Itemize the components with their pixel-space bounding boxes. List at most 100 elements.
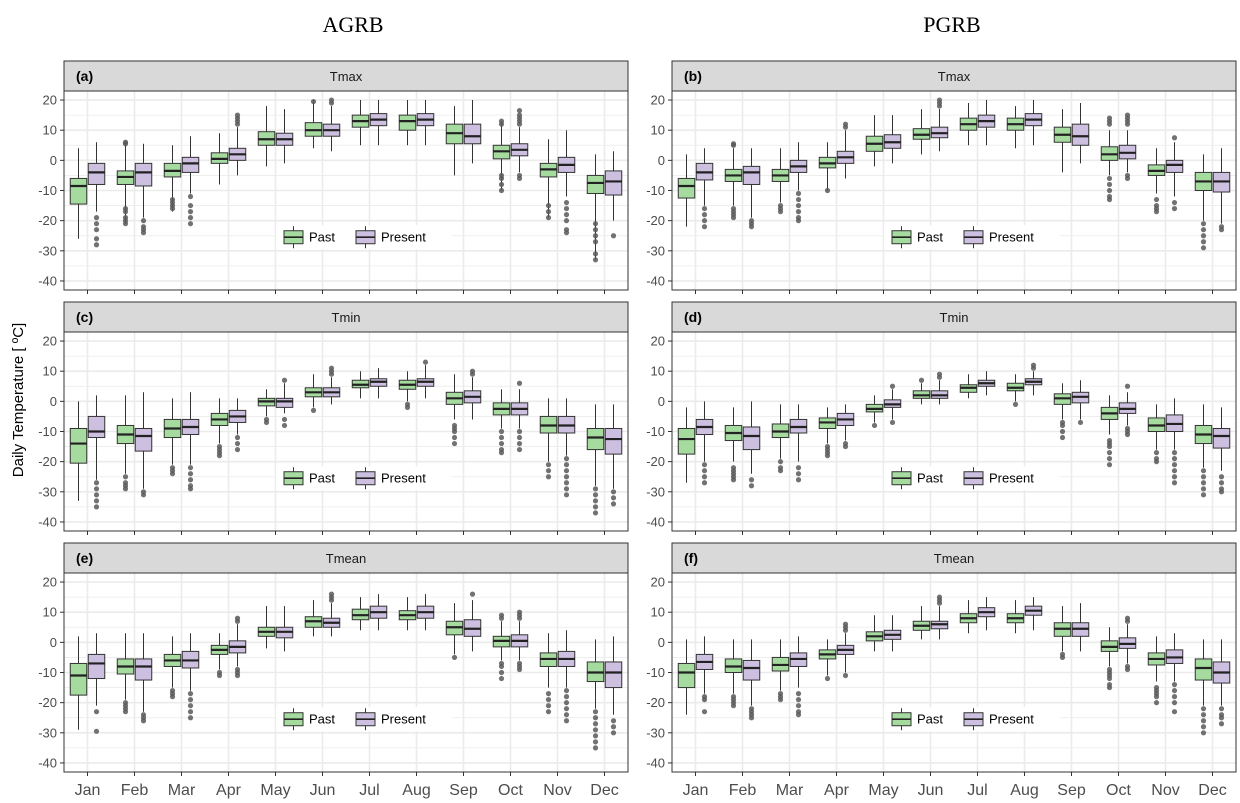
y-tick-label: -10 xyxy=(38,183,57,198)
y-tick-label: -20 xyxy=(646,454,665,469)
box-past-may xyxy=(257,106,276,167)
box-past-nov xyxy=(1147,404,1166,465)
y-tick-label: -10 xyxy=(38,665,57,680)
legend: Past Present xyxy=(276,707,452,732)
x-tick-label: Nov xyxy=(1151,782,1179,799)
box-past-jun xyxy=(912,109,931,155)
outlier-point xyxy=(1153,694,1160,700)
outlier-point xyxy=(795,196,802,203)
outlier-point xyxy=(1106,175,1113,182)
box-past-sep xyxy=(445,106,464,176)
legend-label-present: Present xyxy=(381,471,426,486)
box-body xyxy=(586,174,605,195)
y-tick-label: 10 xyxy=(651,605,665,620)
outlier-point xyxy=(498,675,505,682)
outlier-point xyxy=(469,591,476,597)
box-past-apr xyxy=(818,639,837,682)
y-axis-title: Daily Temperature [ ºC] xyxy=(10,323,27,477)
outlier-point xyxy=(842,443,849,450)
outlier-point xyxy=(1171,480,1178,486)
outlier-point xyxy=(498,118,505,124)
outlier-point xyxy=(516,175,523,182)
x-tick-label: Feb xyxy=(729,782,757,799)
y-tick-label: -40 xyxy=(38,514,57,529)
outlier-point xyxy=(140,218,147,224)
box-past-feb xyxy=(724,141,743,221)
box-present-apr xyxy=(228,398,247,453)
box-present-nov xyxy=(557,130,576,236)
outlier-point xyxy=(187,202,194,209)
facet-strip-label: Tmean xyxy=(326,551,366,566)
outlier-point xyxy=(1012,401,1019,407)
outlier-point xyxy=(936,97,943,103)
box-past-oct xyxy=(1100,627,1119,691)
outlier-point xyxy=(498,663,505,670)
outlier-point xyxy=(795,471,802,477)
outlier-point xyxy=(1200,718,1207,724)
box-past-jul xyxy=(351,100,370,146)
outlier-point xyxy=(795,477,802,483)
box-present-dec xyxy=(604,404,623,507)
outlier-point xyxy=(93,221,100,227)
outlier-point xyxy=(1200,730,1207,736)
box-body xyxy=(604,170,623,196)
outlier-point xyxy=(122,486,129,492)
outlier-point xyxy=(563,718,570,724)
outlier-point xyxy=(730,477,737,483)
outlier-point xyxy=(1106,684,1113,691)
box-present-jan xyxy=(87,633,106,734)
outlier-point xyxy=(545,474,552,480)
box-present-aug xyxy=(416,100,435,146)
outlier-point xyxy=(563,687,570,694)
box-present-feb xyxy=(134,633,153,724)
outlier-point xyxy=(795,703,802,709)
box-past-mar xyxy=(771,639,790,703)
legend-label-past: Past xyxy=(917,471,943,486)
outlier-point xyxy=(1200,486,1207,492)
outlier-point xyxy=(93,486,100,492)
outlier-point xyxy=(1153,196,1160,203)
outlier-point xyxy=(281,416,288,423)
outlier-point xyxy=(701,212,708,218)
outlier-point xyxy=(592,739,599,745)
outlier-point xyxy=(1059,428,1066,435)
box-body xyxy=(87,415,106,439)
outlier-point xyxy=(122,139,129,145)
y-tick-label: -40 xyxy=(646,755,665,770)
outlier-point xyxy=(1030,362,1037,368)
outlier-point xyxy=(610,718,617,724)
facet-strip-label: Tmin xyxy=(940,310,969,325)
outlier-point xyxy=(1171,205,1178,212)
outlier-point xyxy=(563,199,570,206)
outlier-point xyxy=(451,434,458,441)
outlier-point xyxy=(1106,196,1113,203)
panel-border xyxy=(63,90,629,291)
outlier-point xyxy=(777,459,784,465)
outlier-point xyxy=(498,181,505,188)
box-past-nov xyxy=(539,398,558,480)
legend-label-past: Past xyxy=(309,471,335,486)
outlier-point xyxy=(281,377,288,383)
outlier-point xyxy=(563,205,570,212)
outlier-point xyxy=(1218,489,1225,495)
outlier-point xyxy=(592,727,599,733)
outlier-point xyxy=(701,697,708,703)
box-past-feb xyxy=(724,407,743,483)
y-tick-label: -40 xyxy=(646,514,665,529)
box-present-feb xyxy=(134,392,153,498)
outlier-point xyxy=(592,239,599,245)
box-past-nov xyxy=(539,139,558,221)
outlier-point xyxy=(1124,666,1131,673)
box-present-jan xyxy=(87,142,106,248)
outlier-point xyxy=(1171,456,1178,462)
outlier-point xyxy=(93,242,100,248)
box-past-may xyxy=(257,606,276,649)
outlier-point xyxy=(498,450,505,456)
x-tick-label: Jan xyxy=(683,782,709,799)
box-past-sep xyxy=(445,374,464,447)
outlier-point xyxy=(1059,434,1066,441)
outlier-point xyxy=(234,446,241,453)
facet-strip-label: Tmax xyxy=(330,69,363,84)
outlier-point xyxy=(795,712,802,718)
box-past-mar xyxy=(163,636,182,700)
